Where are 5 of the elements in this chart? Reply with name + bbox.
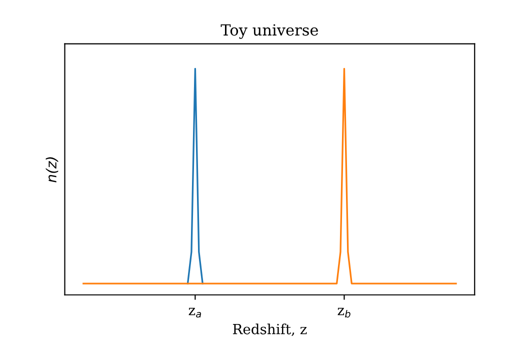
x-tick-label: z$_{b}$ (338, 308, 350, 318)
chart-title: Toy universe (220, 24, 318, 39)
x-axis-title: Redshift, z (232, 324, 307, 336)
y-axis-title: n(z) (46, 157, 58, 182)
x-tick-label: z$_{a}$ (188, 308, 201, 318)
